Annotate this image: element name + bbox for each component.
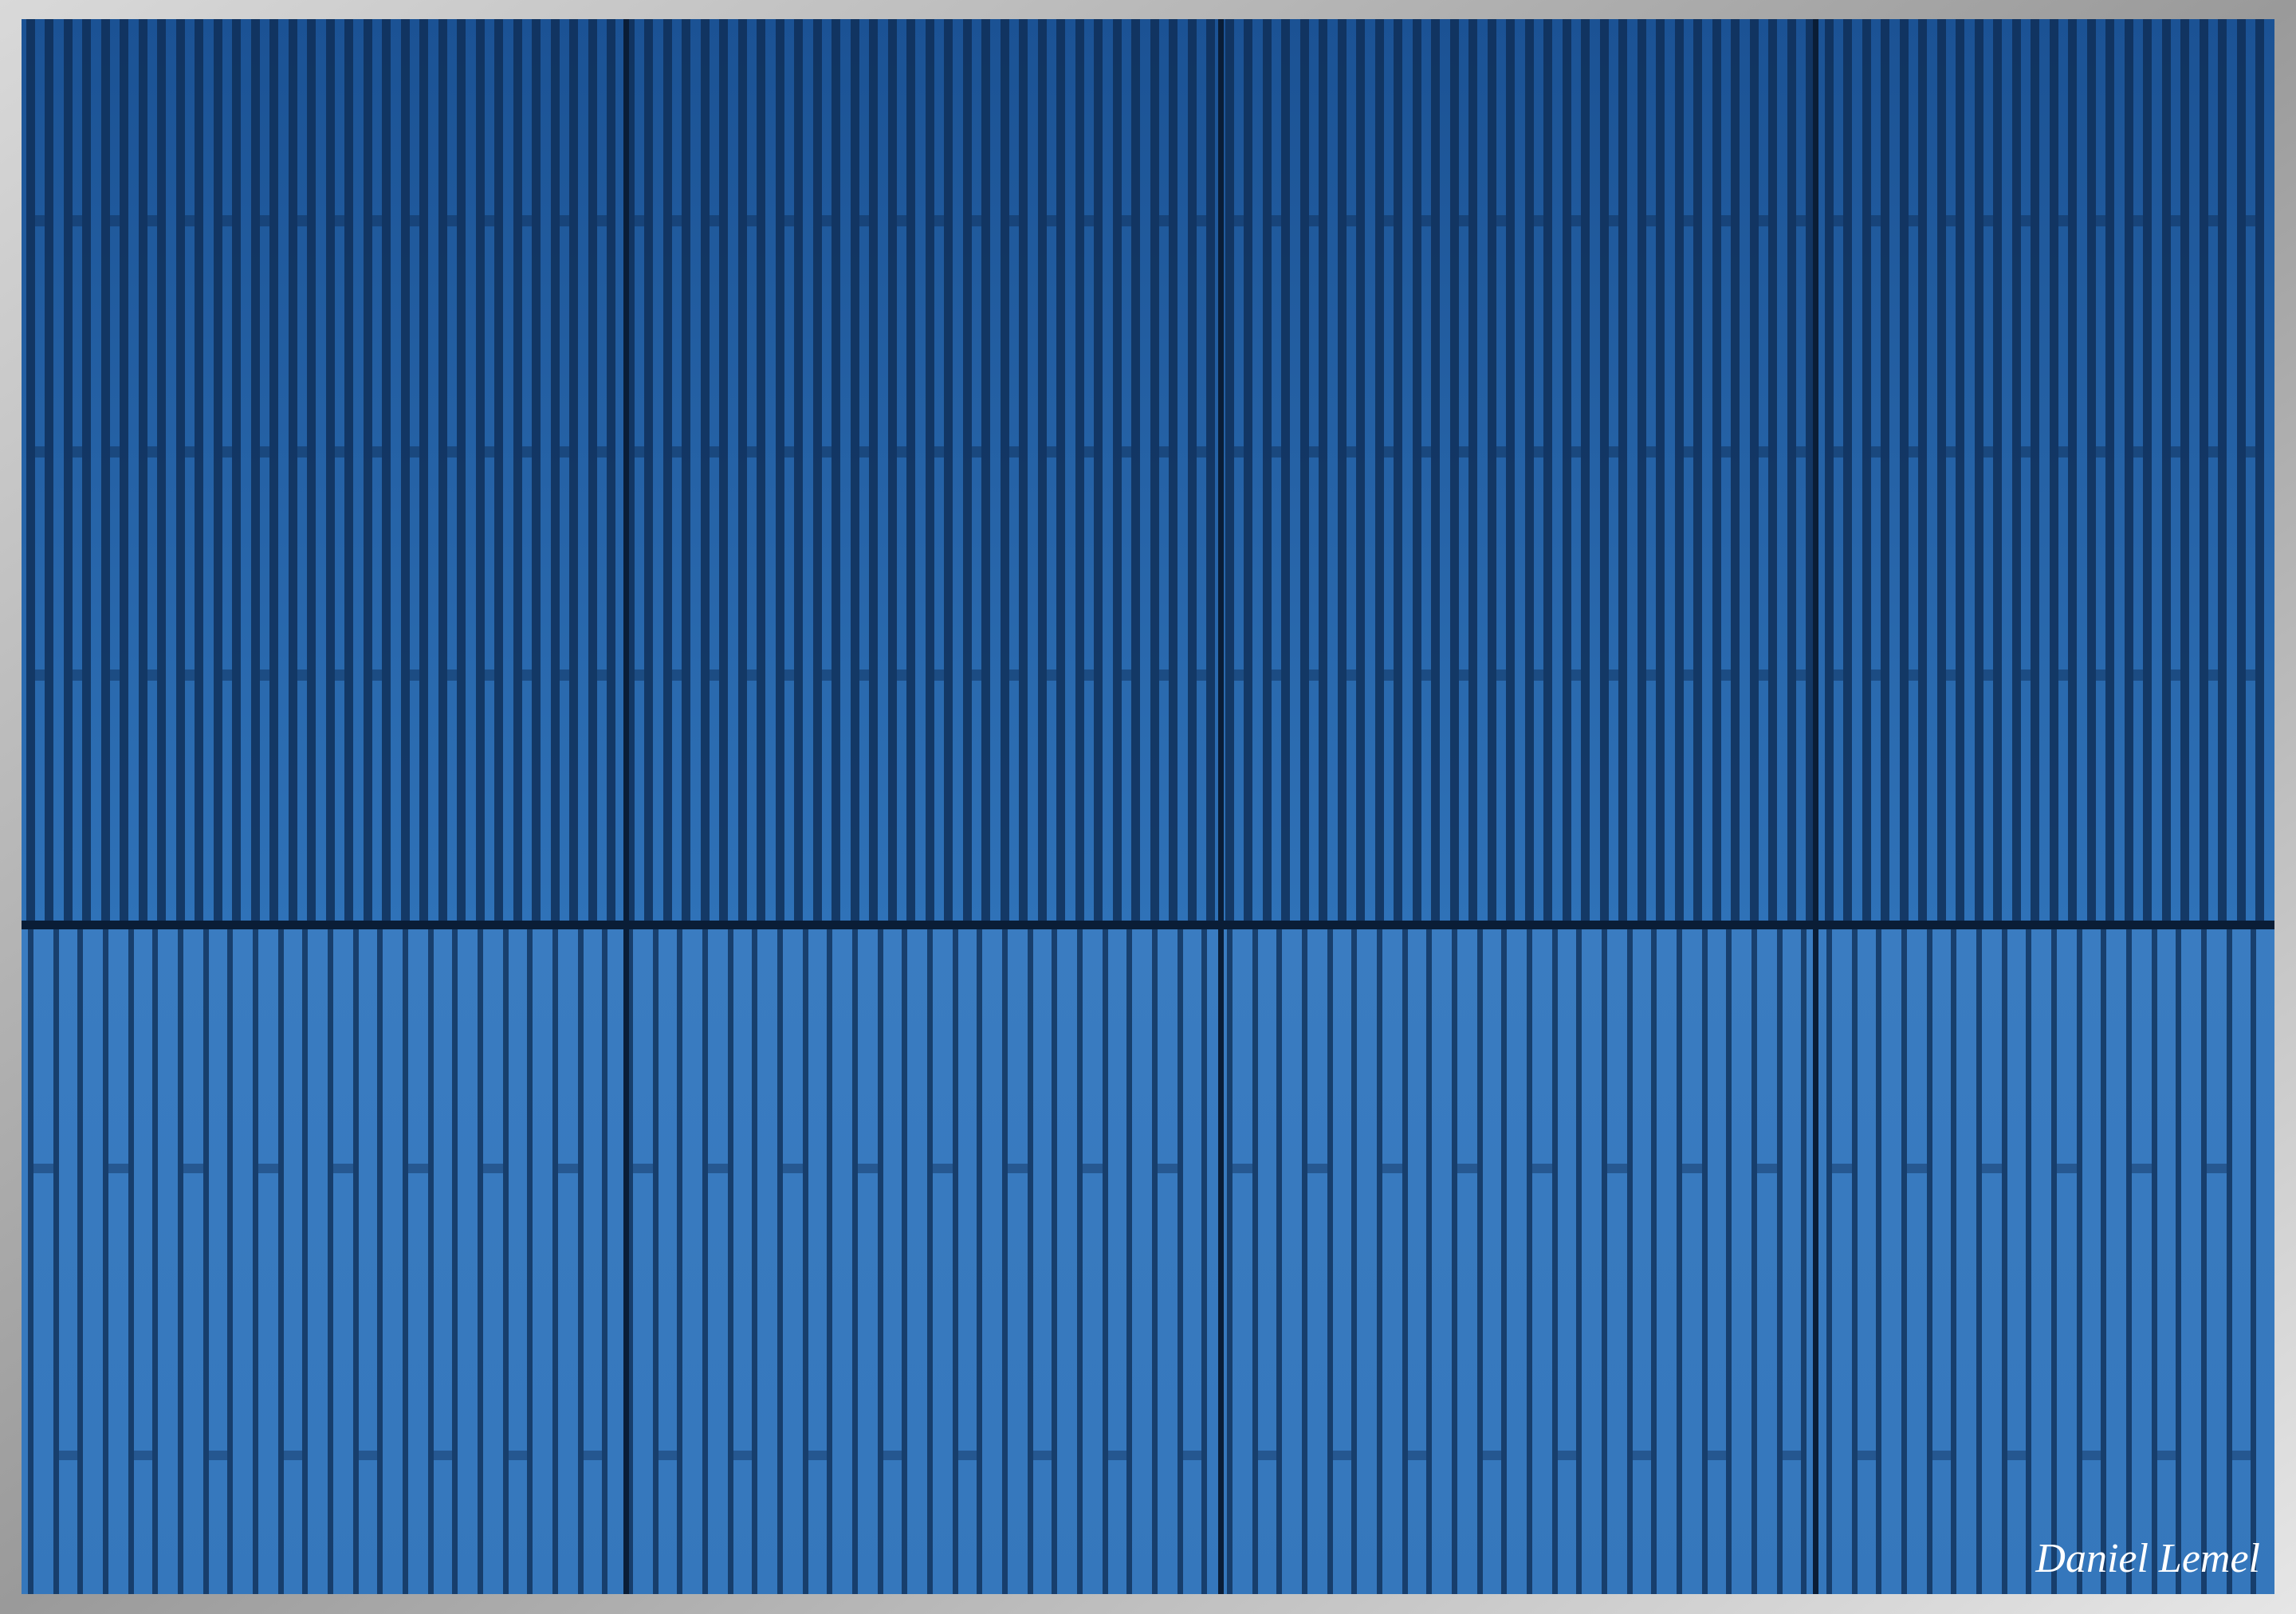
upper-slats (22, 19, 2274, 925)
horizontal-joint (22, 921, 2274, 929)
signature: Daniel Lemel (2035, 1536, 2260, 1581)
lower-slats (22, 925, 2274, 1594)
vertical-joint (1218, 19, 1224, 1594)
vertical-joint (1813, 19, 1818, 1594)
vertical-joint (623, 19, 629, 1594)
